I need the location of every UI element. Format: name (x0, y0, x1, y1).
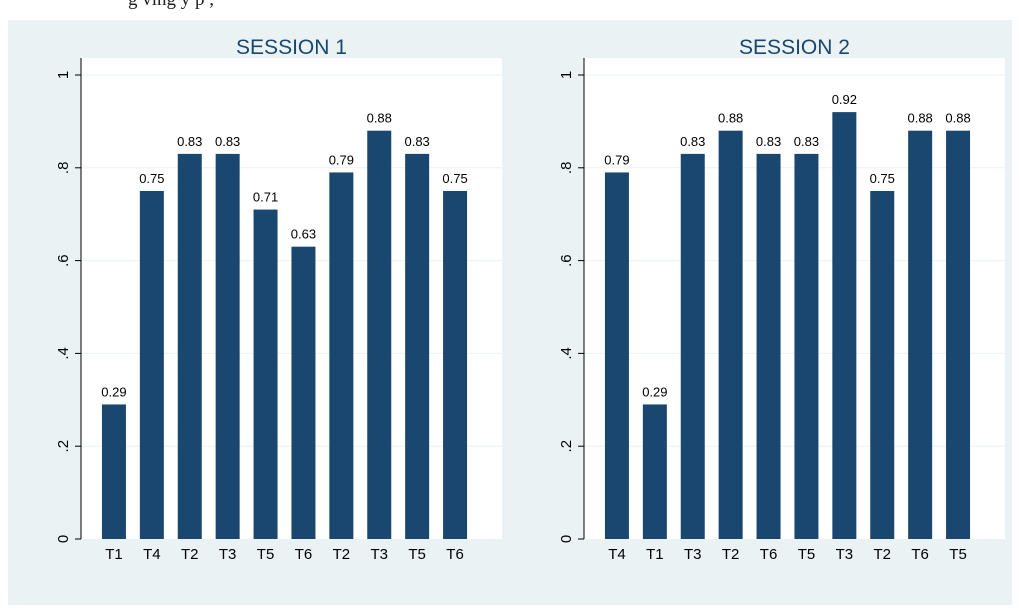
data-label: 0.29 (101, 384, 126, 399)
bar (443, 191, 468, 539)
x-tick-label: T5 (949, 546, 967, 563)
bar (832, 112, 857, 540)
bar (756, 153, 781, 539)
bar (870, 191, 895, 539)
x-tick-label: T6 (760, 546, 778, 563)
x-tick-label: T5 (798, 546, 816, 563)
data-label: 0.88 (718, 111, 743, 126)
data-label: 0.92 (832, 92, 857, 107)
bar (642, 404, 667, 539)
bar (215, 153, 240, 539)
y-tick-label: .8 (558, 162, 575, 175)
x-tick-label: T2 (181, 546, 199, 563)
y-tick-label: .4 (558, 347, 575, 360)
x-tick-label: T3 (370, 546, 388, 563)
chart-panel-2: SESSION 2 0 .2 .4 .6 .8 1 0.79 T4 0.29 T1 0.83 T3 0.8… (558, 36, 1005, 563)
cutoff-caption: g ving y p , (0, 0, 1021, 18)
bar (329, 172, 354, 539)
bar (794, 153, 819, 539)
data-label: 0.29 (642, 384, 667, 399)
x-tick-label: T6 (446, 546, 464, 563)
x-tick-label: T4 (608, 546, 626, 563)
x-tick-label: T3 (684, 546, 702, 563)
x-tick-label: T3 (219, 546, 237, 563)
data-label: 0.88 (367, 111, 392, 126)
data-label: 0.79 (604, 152, 629, 167)
data-label: 0.88 (907, 111, 932, 126)
data-label: 0.75 (442, 171, 467, 186)
y-tick-label: .6 (558, 254, 575, 267)
x-tick-label: T6 (911, 546, 929, 563)
cutoff-caption-text: g ving y p , (128, 0, 214, 11)
x-tick-label: T2 (333, 546, 351, 563)
chart-title: SESSION 1 (236, 36, 347, 59)
data-label: 0.83 (680, 134, 705, 149)
y-tick-label: 0 (558, 535, 575, 543)
y-tick-label: .2 (55, 440, 72, 453)
x-tick-label: T3 (836, 546, 854, 563)
chart-svg: SESSION 10.2.4.6.810.29T10.75T40.83T20.8… (55, 36, 1005, 563)
x-tick-label: T4 (143, 546, 161, 563)
bar (680, 153, 705, 539)
y-tick-label: .4 (55, 347, 72, 360)
y-tick-label: .8 (55, 162, 72, 175)
x-tick-label: T1 (646, 546, 664, 563)
data-label: 0.83 (756, 134, 781, 149)
data-label: 0.79 (329, 152, 354, 167)
bar (604, 172, 629, 539)
y-tick-label: 1 (55, 71, 72, 79)
bar (718, 130, 743, 539)
bar (908, 130, 933, 539)
x-tick-label: T2 (722, 546, 740, 563)
data-label: 0.88 (945, 111, 970, 126)
bar (291, 246, 316, 539)
x-tick-label: T1 (105, 546, 123, 563)
bar (101, 404, 126, 539)
chart-title: SESSION 2 (739, 36, 850, 59)
data-label: 0.63 (291, 227, 316, 242)
y-tick-label: 0 (55, 535, 72, 543)
data-label: 0.75 (870, 171, 895, 186)
data-label: 0.83 (215, 134, 240, 149)
y-tick-label: 1 (558, 71, 575, 79)
y-tick-label: .6 (55, 254, 72, 267)
x-tick-label: T5 (408, 546, 426, 563)
x-tick-label: T6 (295, 546, 313, 563)
bar (367, 130, 392, 539)
figure-background: SESSION 1 0.2.4.6.8 1 0.29 T1 0.75 T4 0.83 T2 0.8… (8, 20, 1012, 605)
data-label: 0.83 (794, 134, 819, 149)
data-label: 0.83 (177, 134, 202, 149)
data-label: 0.71 (253, 190, 278, 205)
data-label: 0.75 (139, 171, 164, 186)
bar (946, 130, 971, 539)
x-tick-label: T2 (873, 546, 891, 563)
bar (253, 209, 278, 539)
chart-panel-1: SESSION 1 0 .2 .4 .6 .8 1 0.29 T1 0.75 T4 0.83 T2 0.8… (55, 36, 502, 563)
bar (405, 153, 430, 539)
x-tick-label: T5 (257, 546, 275, 563)
data-label: 0.83 (404, 134, 429, 149)
bar (177, 153, 202, 539)
bar (139, 191, 164, 539)
y-tick-label: .2 (558, 440, 575, 453)
